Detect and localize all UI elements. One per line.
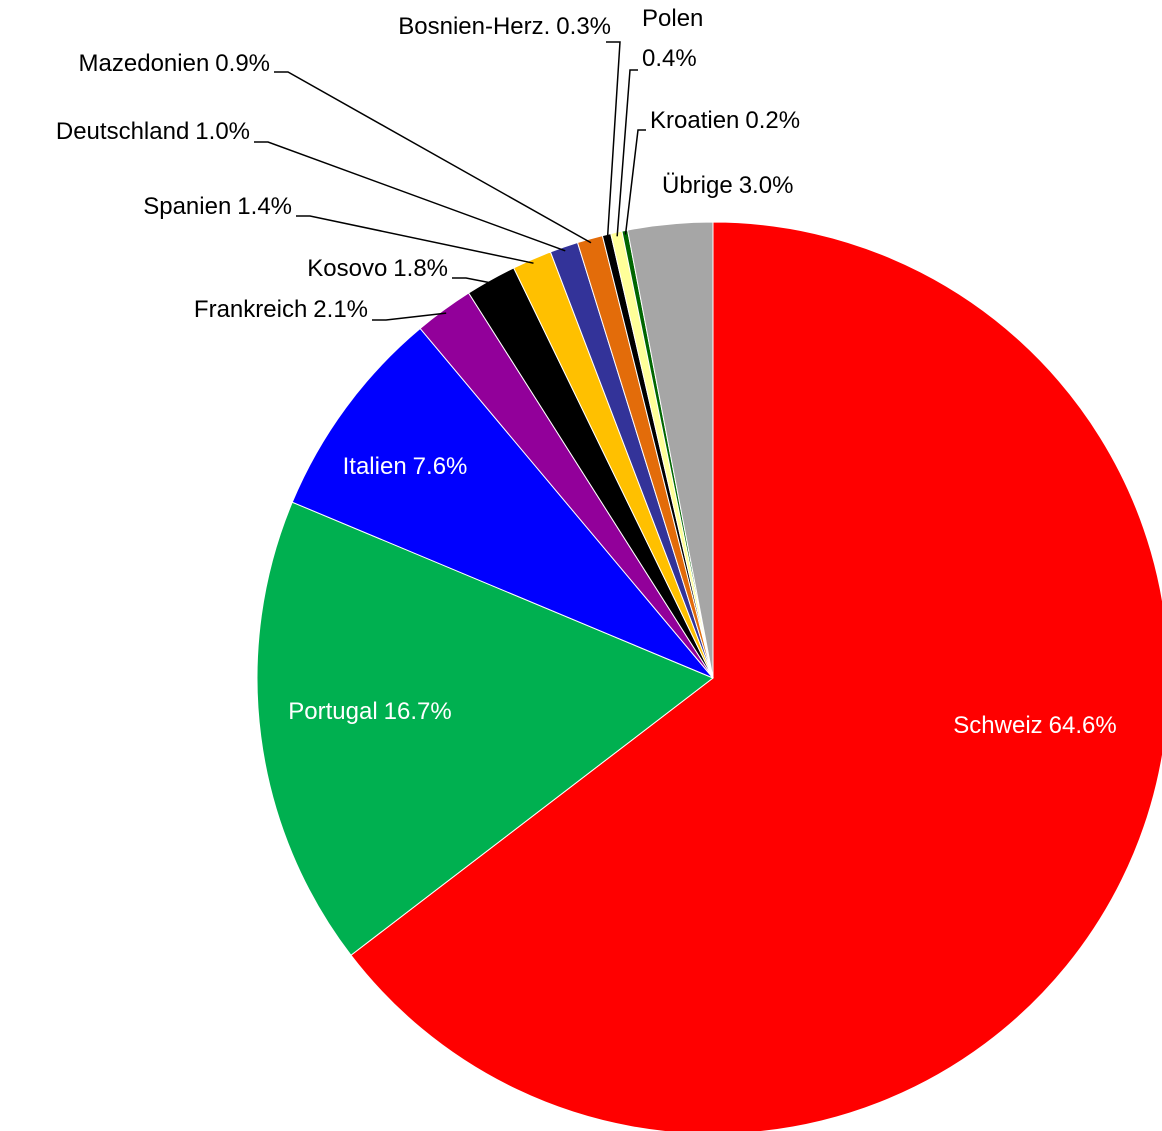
- leader-line: [296, 215, 534, 264]
- slice-label: Bosnien-Herz. 0.3%: [398, 13, 611, 40]
- slice-category: Kroatien: [650, 107, 739, 134]
- slice-label: Mazedonien 0.9%: [79, 50, 270, 77]
- slice-category: Portugal: [288, 698, 377, 725]
- slice-value: 1.8%: [393, 255, 448, 282]
- leader-line: [606, 41, 621, 239]
- slice-category: Bosnien-Herz.: [398, 13, 550, 40]
- leader-line: [254, 141, 566, 252]
- slice-label: Frankreich 2.1%: [194, 296, 368, 323]
- slice-label: Spanien 1.4%: [143, 193, 292, 220]
- leader-line: [274, 71, 592, 244]
- slice-value: 1.4%: [237, 193, 292, 220]
- slice-category: Frankreich: [194, 296, 307, 323]
- slice-label: Schweiz 64.6%: [953, 712, 1116, 739]
- leader-line: [452, 277, 493, 285]
- pie-slice: [256, 501, 714, 956]
- slice-value: 0.4%: [642, 45, 697, 72]
- slice-value: 2.1%: [313, 296, 368, 323]
- slice-label: Deutschland 1.0%: [56, 118, 250, 145]
- slice-category: Schweiz: [953, 712, 1042, 739]
- slice-value: 64.6%: [1049, 712, 1117, 739]
- pie-slice: [626, 221, 714, 679]
- pie-slice: [350, 221, 1162, 1131]
- slice-label: Italien 7.6%: [343, 453, 468, 480]
- slice-category: Deutschland: [56, 118, 189, 145]
- slice-label: Übrige 3.0%: [662, 172, 793, 199]
- slice-value: 7.6%: [413, 453, 468, 480]
- slice-category: Mazedonien: [79, 50, 210, 77]
- slice-value: 16.7%: [384, 698, 452, 725]
- leader-line: [372, 312, 447, 321]
- slice-category: Kosovo: [307, 255, 387, 282]
- slice-value: 3.0%: [739, 172, 794, 199]
- leader-line: [616, 69, 638, 237]
- slice-category: Polen: [642, 5, 703, 32]
- pie-slice: [291, 327, 714, 679]
- slice-value: 0.9%: [215, 50, 270, 77]
- slice-value: 1.0%: [195, 118, 250, 145]
- slice-category: Spanien: [143, 193, 231, 220]
- slice-value: 0.3%: [556, 13, 611, 40]
- slice-label: Kroatien 0.2%: [650, 107, 800, 134]
- slice-category: Übrige: [662, 172, 733, 199]
- slice-label: Portugal 16.7%: [288, 698, 451, 725]
- slice-label: Polen 0.4%: [642, 5, 703, 72]
- leader-line: [624, 129, 646, 235]
- slice-label: Kosovo 1.8%: [307, 255, 448, 282]
- slice-value: 0.2%: [745, 107, 800, 134]
- slice-category: Italien: [343, 453, 407, 480]
